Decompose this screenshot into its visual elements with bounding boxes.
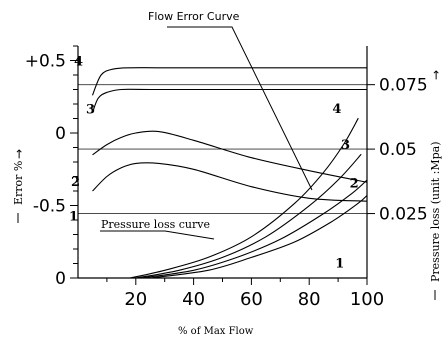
x-tick-label: 100 [350, 289, 384, 310]
callout-line-pressure-loss [100, 230, 215, 240]
y-right-tick-label: 0.075 [379, 76, 428, 96]
error-curve-1 [92, 162, 368, 202]
y-axis-right-arrow: → [429, 70, 443, 80]
y-axis-left-label: Error % [12, 161, 25, 205]
y-left-tick-label: -0.5 [33, 197, 66, 217]
y-left-tick-label: 0 [55, 269, 66, 289]
pressure-series-label-3: 3 [341, 138, 350, 153]
pressure-series-label-1: 1 [335, 257, 344, 272]
x-tick-label: 80 [298, 289, 321, 310]
error-series-label-3: 3 [86, 102, 95, 117]
error-series-label-1: 1 [69, 210, 78, 225]
ticks [70, 45, 375, 285]
error-series-label-4: 4 [74, 55, 83, 70]
x-axis-label: % of Max Flow [178, 326, 254, 337]
y-right-tick-label: 0.05 [379, 140, 417, 160]
labels: +0.5 0 -0.5 0 0.075 0.05 0.025 20 40 60 80 100 4 3 2 1 4… [25, 26, 428, 310]
y-left-tick-label: 0 [55, 124, 66, 144]
y-axis-right-title: Pressure loss (unit :Mpa) → [429, 70, 443, 300]
pressure-curve-4 [129, 117, 359, 279]
y-axis-left-title: Error % → [12, 149, 26, 223]
x-tick-label: 40 [182, 289, 205, 310]
callout-line-flow-error [167, 26, 313, 191]
error-series-label-2: 2 [71, 175, 80, 190]
pressure-curve-1 [150, 195, 368, 279]
callout-pressure-loss-curve: Pressure loss curve [101, 218, 210, 231]
y-left-tick-label: +0.5 [25, 52, 66, 72]
pressure-curve-2 [141, 179, 368, 279]
axes [77, 46, 368, 279]
pressure-loss-curves [129, 117, 368, 279]
error-curves [91, 67, 368, 202]
callout-flow-error-curve: Flow Error Curve [148, 10, 240, 23]
pressure-curve-3 [135, 153, 362, 279]
y-axis-left-arrow: → [12, 149, 26, 159]
pressure-series-label-4: 4 [332, 102, 341, 117]
y-axis-right-label: Pressure loss (unit :Mpa) [429, 142, 442, 283]
pressure-series-label-2: 2 [350, 177, 359, 192]
y-right-tick-label: 0.025 [379, 205, 428, 225]
error-curve-4 [91, 67, 367, 96]
x-tick-label: 60 [240, 289, 263, 310]
x-tick-label: 20 [124, 289, 147, 310]
error-curve-3 [91, 88, 367, 113]
error-curve-2 [92, 130, 368, 183]
